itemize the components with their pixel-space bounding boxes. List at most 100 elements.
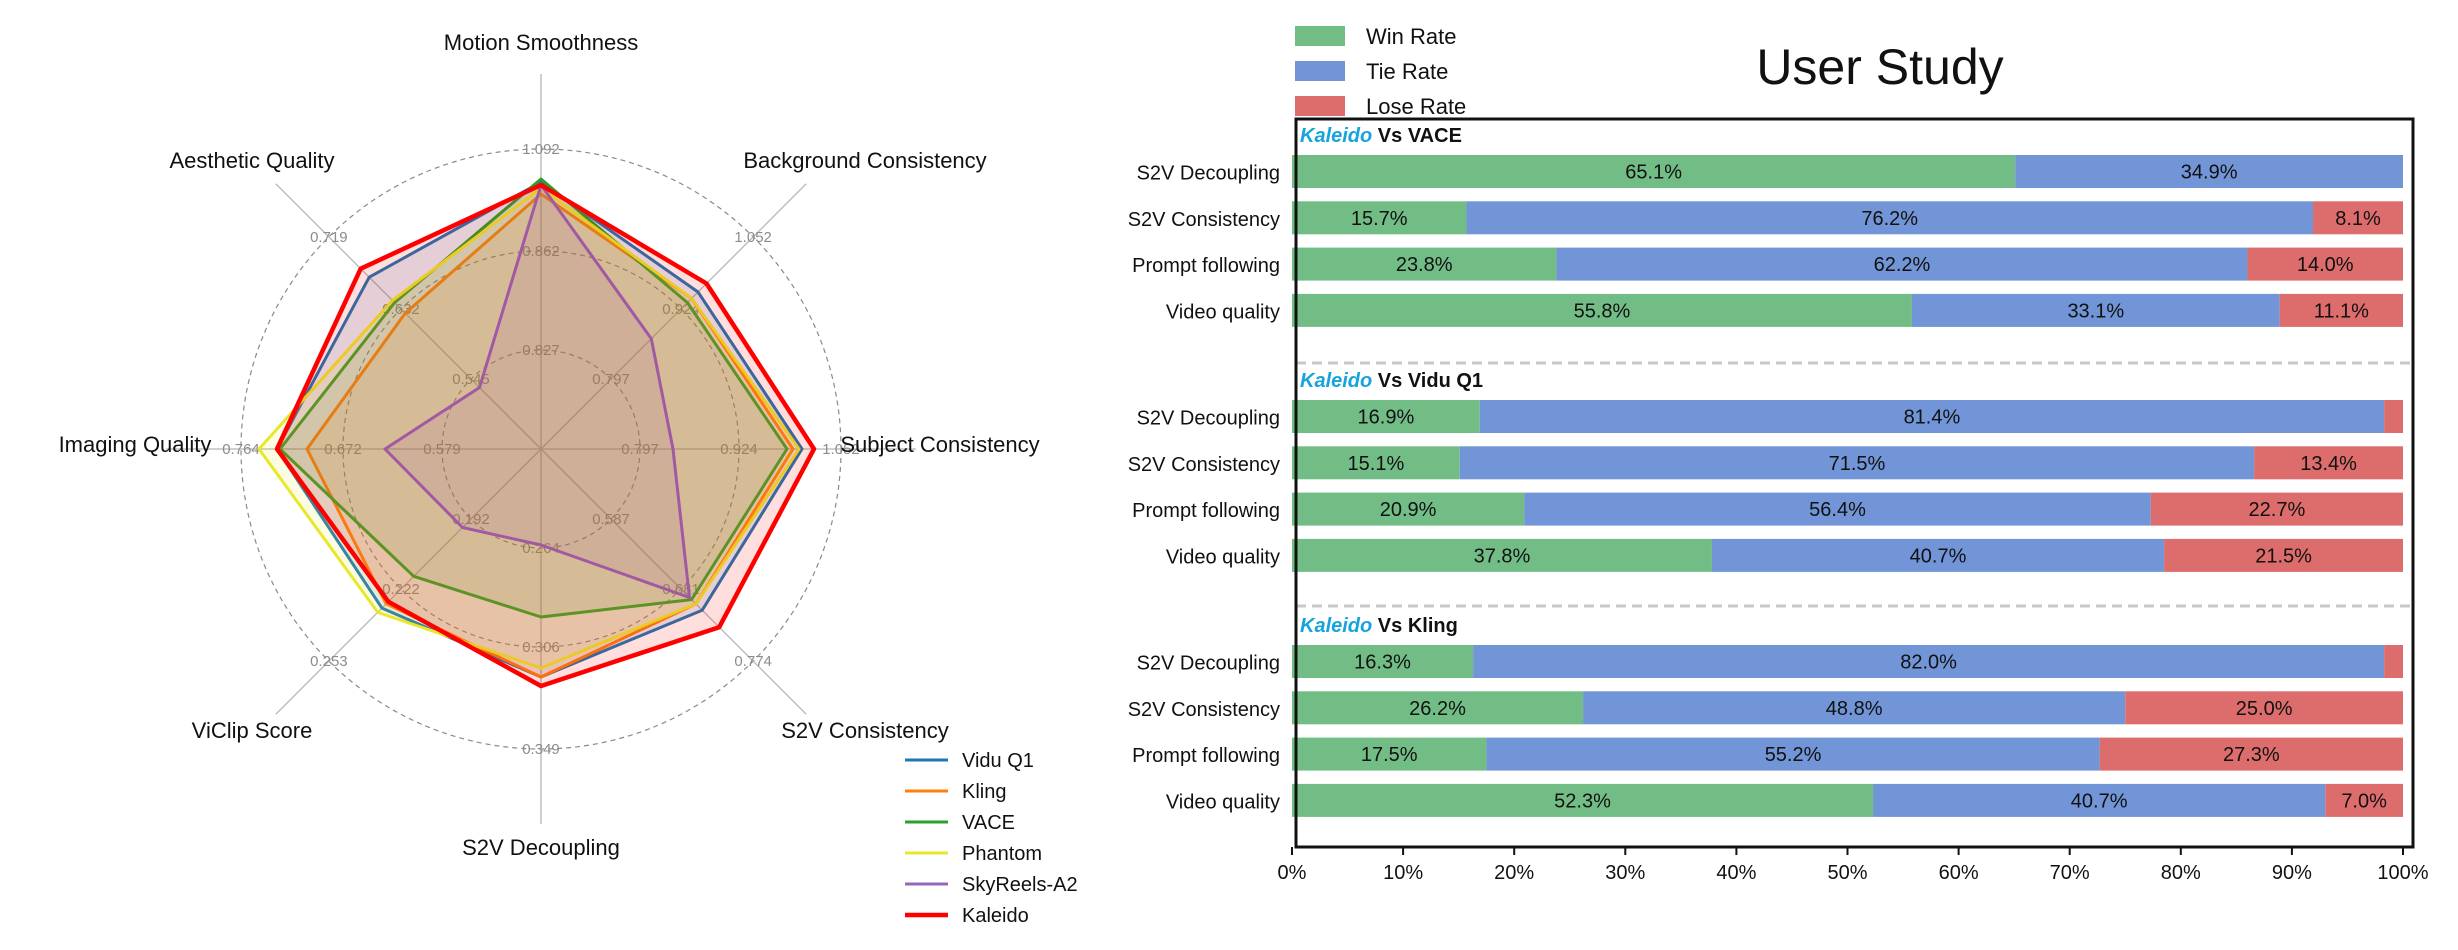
- lose-bar: [2325, 783, 2403, 817]
- radar-tick-label: 0.222: [382, 581, 420, 598]
- bar-value-label: 40.7%: [2071, 790, 2128, 812]
- radar-tick-label: 0.797: [592, 371, 630, 388]
- lose-bar: [2164, 538, 2403, 572]
- radar-axis-label: Imaging Quality: [59, 432, 212, 457]
- x-tick-label: 90%: [2272, 862, 2312, 884]
- tie-bar: [1486, 737, 2100, 771]
- bar-value-label: 14.0%: [2297, 254, 2354, 276]
- radar-series-skyreels-a2: [383, 183, 691, 599]
- bar-value-label: 15.7%: [1351, 208, 1408, 230]
- bar-value-label: 25.0%: [2236, 698, 2293, 720]
- legend-label: Win Rate: [1366, 24, 1456, 49]
- legend-swatch: [1295, 61, 1345, 81]
- lose-bar: [2313, 201, 2403, 235]
- row-label: S2V Consistency: [1128, 209, 1280, 231]
- x-tick-label: 40%: [1716, 862, 1756, 884]
- tie-bar: [1873, 783, 2326, 817]
- radar-spoke-4: [540, 448, 807, 715]
- bar-value-label: 16.9%: [1358, 407, 1415, 429]
- bar-value-label: 21.5%: [2255, 545, 2312, 567]
- group-heading: Kaleido Vs Kling: [1300, 615, 1458, 637]
- radar-axis-label: Subject Consistency: [840, 432, 1039, 457]
- x-tick-label: 60%: [1939, 862, 1979, 884]
- bar-value-label: 56.4%: [1809, 499, 1866, 521]
- radar-tick-label: 0.192: [452, 511, 490, 528]
- lose-bar: [2125, 691, 2403, 725]
- bar-value-label: 37.8%: [1474, 545, 1531, 567]
- bar-value-label: 81.4%: [1904, 407, 1961, 429]
- radar-tick-label: 0.579: [423, 441, 461, 458]
- x-tick-label: 30%: [1605, 862, 1645, 884]
- radar-tick-label: 0.719: [310, 229, 348, 246]
- lose-bar: [2247, 247, 2403, 281]
- bar-value-label: 16.3%: [1354, 652, 1411, 674]
- bar-value-label: 48.8%: [1826, 698, 1883, 720]
- row-label: S2V Decoupling: [1137, 408, 1280, 430]
- bar-value-label: 55.8%: [1574, 300, 1631, 322]
- bar-value-label: 26.2%: [1409, 698, 1466, 720]
- radar-tick-label: 0.827: [522, 342, 560, 359]
- win-bar: [1292, 247, 1557, 281]
- row-label: Video quality: [1166, 301, 1280, 323]
- legend-label: Lose Rate: [1366, 94, 1466, 119]
- tie-bar: [1473, 645, 2385, 678]
- bar-value-label: 65.1%: [1625, 162, 1682, 184]
- bar-value-label: 7.0%: [2341, 790, 2387, 812]
- plot-frame: [1294, 117, 2415, 849]
- radar-spoke-8: [275, 183, 542, 450]
- row-label: Video quality: [1166, 791, 1280, 813]
- radar-tick-label: 0.764: [222, 441, 260, 458]
- win-bar: [1292, 492, 1525, 526]
- bar-value-label: 11.1%: [2314, 300, 2369, 322]
- legend-label: Kaleido: [962, 905, 1029, 927]
- chart-title: User Study: [1756, 39, 2003, 95]
- bar-value-label: 20.9%: [1380, 499, 1437, 521]
- x-tick-label: 50%: [1827, 862, 1867, 884]
- radar-axis-label: Motion Smoothness: [444, 30, 638, 55]
- bar-value-label: 33.1%: [2067, 300, 2124, 322]
- tie-bar: [1556, 247, 2248, 281]
- radar-series-kaleido: [274, 182, 817, 689]
- group-heading-vs: Vs Kling: [1372, 615, 1458, 637]
- bar-value-label: 13.4%: [2300, 453, 2357, 475]
- legend-swatch: [1295, 26, 1345, 46]
- tie-bar: [1583, 691, 2126, 725]
- x-tick-label: 70%: [2050, 862, 2090, 884]
- win-bar: [1292, 400, 1480, 433]
- radar-tick-label: 1.092: [522, 141, 560, 158]
- legend-label: Kling: [962, 781, 1006, 803]
- lose-bar: [2384, 645, 2403, 678]
- lose-bar: [2150, 492, 2403, 526]
- x-tick-label: 0%: [1278, 862, 1307, 884]
- lose-bar: [2254, 446, 2403, 480]
- bar-value-label: 15.1%: [1348, 453, 1405, 475]
- group-heading-vs: Vs VACE: [1372, 125, 1462, 147]
- radar-series-kling: [305, 192, 795, 679]
- x-tick-label: 10%: [1383, 862, 1423, 884]
- radar-tick-label: 0.924: [720, 441, 758, 458]
- radar-tick-label: 0.349: [522, 741, 560, 758]
- user-study-chart: User Study Win Rate Tie Rate Lose Rate Kalei…: [1128, 24, 2429, 884]
- radar-axis-label: S2V Decoupling: [462, 835, 620, 860]
- radar-tick-label: 0.672: [324, 441, 362, 458]
- tie-bar: [1466, 201, 2314, 235]
- group-heading-brand: Kaleido: [1300, 615, 1372, 637]
- radar-tick-label: 0.862: [522, 243, 560, 260]
- row-label: Prompt following: [1132, 255, 1280, 277]
- legend-label: VACE: [962, 812, 1015, 834]
- lose-bar: [2384, 400, 2403, 433]
- bar-value-label: 76.2%: [1861, 208, 1918, 230]
- win-bar: [1292, 691, 1584, 725]
- x-tick-label: 80%: [2161, 862, 2201, 884]
- tie-bar: [1711, 538, 2165, 572]
- win-bar: [1292, 155, 2016, 188]
- win-bar: [1292, 201, 1467, 235]
- group-heading: Kaleido Vs VACE: [1300, 125, 1462, 147]
- radar-spoke-6: [275, 448, 542, 715]
- win-bar: [1292, 538, 1712, 572]
- bar-value-label: 27.3%: [2223, 744, 2280, 766]
- win-bar: [1292, 645, 1474, 678]
- radar-tick-label: 0.797: [621, 441, 659, 458]
- legend-label: Phantom: [962, 843, 1042, 865]
